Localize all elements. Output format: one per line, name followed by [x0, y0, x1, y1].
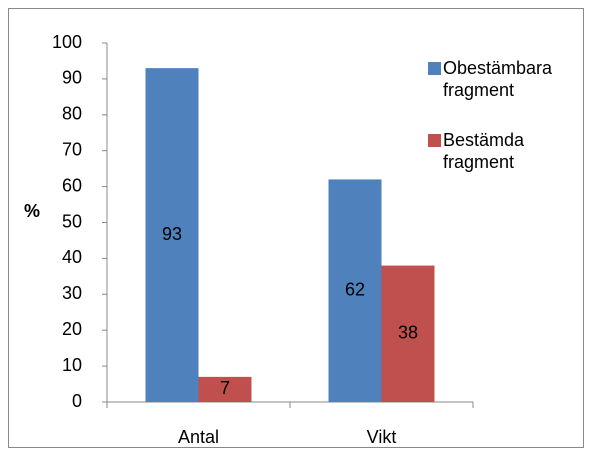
y-tick-label: 0: [72, 391, 82, 411]
y-tick-label: 10: [62, 355, 82, 375]
y-tick-label: 60: [62, 175, 82, 195]
y-tick-label: 70: [62, 139, 82, 159]
legend-label: Obestämbara fragment: [443, 58, 553, 100]
data-label: 7: [220, 378, 230, 398]
y-tick-label: 30: [62, 283, 82, 303]
bar: [328, 179, 382, 402]
legend-swatch: [428, 134, 441, 147]
bar: [145, 68, 199, 402]
x-tick-label: Vikt: [367, 427, 397, 447]
y-tick-label: 80: [62, 104, 82, 124]
y-tick-label: 50: [62, 211, 82, 231]
y-tick-label: 90: [62, 68, 82, 88]
legend-swatch: [428, 62, 441, 75]
y-tick-label: 40: [62, 247, 82, 267]
data-label: 62: [345, 279, 365, 299]
y-axis-label: %: [24, 201, 40, 221]
y-tick-label: 20: [62, 319, 82, 339]
data-label: 93: [162, 224, 182, 244]
data-label: 38: [398, 323, 418, 343]
chart-frame: [8, 8, 584, 448]
legend-label: Bestämda fragment: [443, 130, 525, 172]
x-tick-label: Antal: [178, 427, 219, 447]
bar: [198, 376, 252, 402]
y-tick-label: 100: [52, 32, 82, 52]
bar: [381, 265, 435, 402]
